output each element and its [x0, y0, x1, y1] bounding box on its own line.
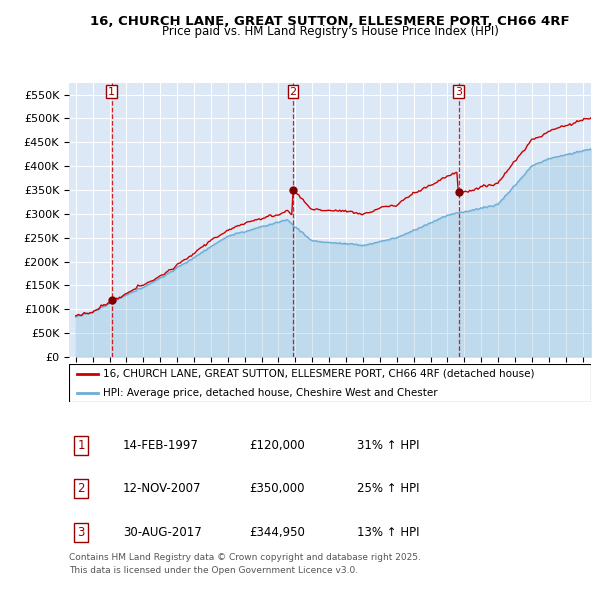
Text: £350,000: £350,000 — [249, 482, 305, 495]
Text: Price paid vs. HM Land Registry's House Price Index (HPI): Price paid vs. HM Land Registry's House … — [161, 25, 499, 38]
Text: 14-FEB-1997: 14-FEB-1997 — [123, 439, 199, 452]
Text: 25% ↑ HPI: 25% ↑ HPI — [357, 482, 419, 495]
Text: 16, CHURCH LANE, GREAT SUTTON, ELLESMERE PORT, CH66 4RF (detached house): 16, CHURCH LANE, GREAT SUTTON, ELLESMERE… — [103, 369, 535, 379]
Text: 2: 2 — [77, 482, 85, 495]
Text: 16, CHURCH LANE, GREAT SUTTON, ELLESMERE PORT, CH66 4RF: 16, CHURCH LANE, GREAT SUTTON, ELLESMERE… — [90, 15, 570, 28]
Text: £344,950: £344,950 — [249, 526, 305, 539]
Text: 1: 1 — [77, 439, 85, 452]
Text: 2: 2 — [290, 87, 297, 97]
Text: HPI: Average price, detached house, Cheshire West and Chester: HPI: Average price, detached house, Ches… — [103, 388, 437, 398]
Text: 31% ↑ HPI: 31% ↑ HPI — [357, 439, 419, 452]
Text: 30-AUG-2017: 30-AUG-2017 — [123, 526, 202, 539]
Text: 12-NOV-2007: 12-NOV-2007 — [123, 482, 202, 495]
Text: 1: 1 — [108, 87, 115, 97]
Text: 3: 3 — [77, 526, 85, 539]
Text: 13% ↑ HPI: 13% ↑ HPI — [357, 526, 419, 539]
Text: Contains HM Land Registry data © Crown copyright and database right 2025.: Contains HM Land Registry data © Crown c… — [69, 553, 421, 562]
Text: £120,000: £120,000 — [249, 439, 305, 452]
Text: 3: 3 — [455, 87, 462, 97]
Text: This data is licensed under the Open Government Licence v3.0.: This data is licensed under the Open Gov… — [69, 566, 358, 575]
